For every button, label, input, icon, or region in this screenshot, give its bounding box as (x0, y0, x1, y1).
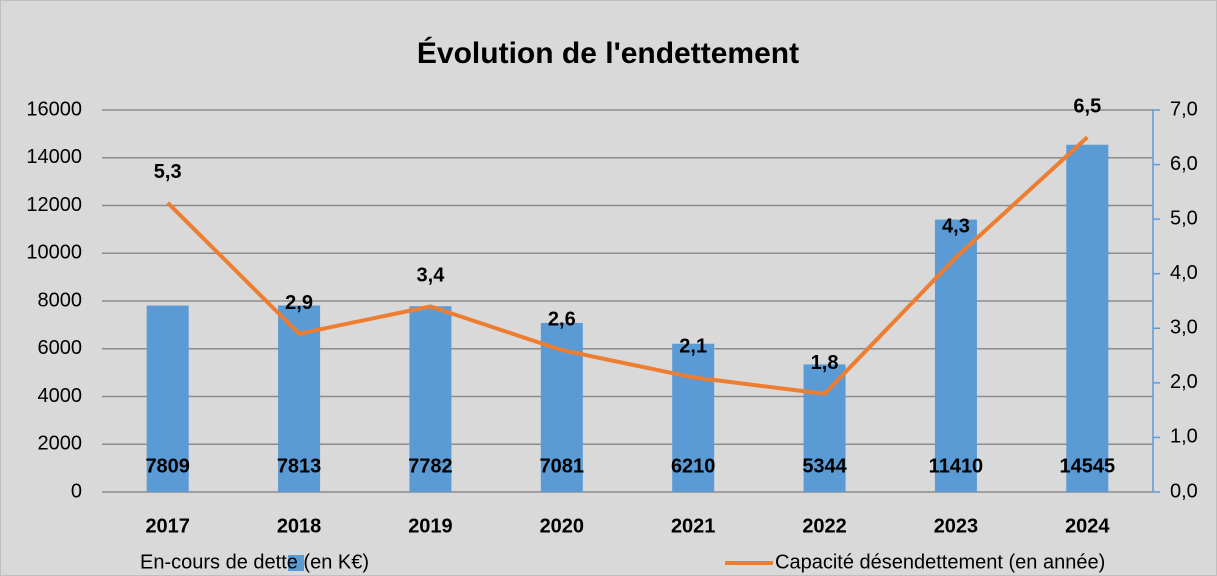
y2-tick-label: 3,0 (1170, 317, 1198, 339)
x-tick-label: 2018 (277, 515, 322, 537)
bar-value-label: 7081 (540, 455, 585, 477)
bar-value-label: 6210 (671, 455, 716, 477)
y-tick-label: 14000 (26, 146, 82, 168)
x-tick-label: 2021 (671, 515, 716, 537)
bar (409, 306, 452, 492)
line-value-label: 2,1 (679, 336, 707, 358)
y2-tick-label: 0,0 (1170, 480, 1198, 502)
bar (278, 305, 321, 492)
bar (934, 219, 977, 492)
bar-value-label: 5344 (802, 455, 847, 477)
y-tick-label: 12000 (26, 194, 82, 216)
legend-label: En-cours de dette (en K€) (140, 551, 369, 573)
bar (803, 364, 846, 492)
y2-tick-label: 4,0 (1170, 262, 1198, 284)
y-tick-label: 6000 (38, 337, 83, 359)
y-tick-label: 0 (71, 480, 82, 502)
y-tick-label: 16000 (26, 98, 82, 120)
bar-value-label: 7813 (277, 455, 322, 477)
y-tick-label: 2000 (38, 433, 83, 455)
line-value-label: 4,3 (942, 216, 970, 238)
bar (672, 343, 715, 492)
legend-label: Capacité désendettement (en année) (775, 551, 1105, 573)
x-tick-label: 2023 (934, 515, 979, 537)
bar-value-label: 7809 (145, 455, 190, 477)
line-value-label: 3,4 (417, 265, 446, 287)
x-tick-label: 2020 (540, 515, 585, 537)
line-value-label: 2,6 (548, 308, 576, 330)
x-tick-label: 2022 (802, 515, 847, 537)
y2-tick-label: 6,0 (1170, 153, 1198, 175)
y2-tick-label: 1,0 (1170, 426, 1198, 448)
chart-title: Évolution de l'endettement (417, 36, 799, 70)
line-value-label: 1,8 (811, 352, 839, 374)
x-tick-label: 2024 (1065, 515, 1110, 537)
y2-tick-label: 5,0 (1170, 207, 1198, 229)
y-tick-label: 10000 (26, 242, 82, 264)
x-tick-label: 2019 (408, 515, 453, 537)
y2-tick-label: 7,0 (1170, 98, 1198, 120)
line-value-label: 2,9 (285, 292, 313, 314)
bar-value-label: 11410 (929, 455, 984, 477)
y-tick-label: 4000 (38, 385, 83, 407)
y-tick-label: 8000 (38, 289, 83, 311)
line (166, 135, 1089, 396)
x-tick-label: 2017 (145, 515, 190, 537)
y2-tick-label: 2,0 (1170, 371, 1198, 393)
bar (1066, 144, 1109, 492)
legend-swatch (288, 555, 304, 571)
bar-value-label: 7782 (408, 455, 453, 477)
line-value-label: 6,5 (1073, 96, 1101, 118)
bar-value-label: 14545 (1060, 455, 1116, 477)
bar (146, 305, 189, 492)
line-value-label: 5,3 (154, 161, 182, 183)
